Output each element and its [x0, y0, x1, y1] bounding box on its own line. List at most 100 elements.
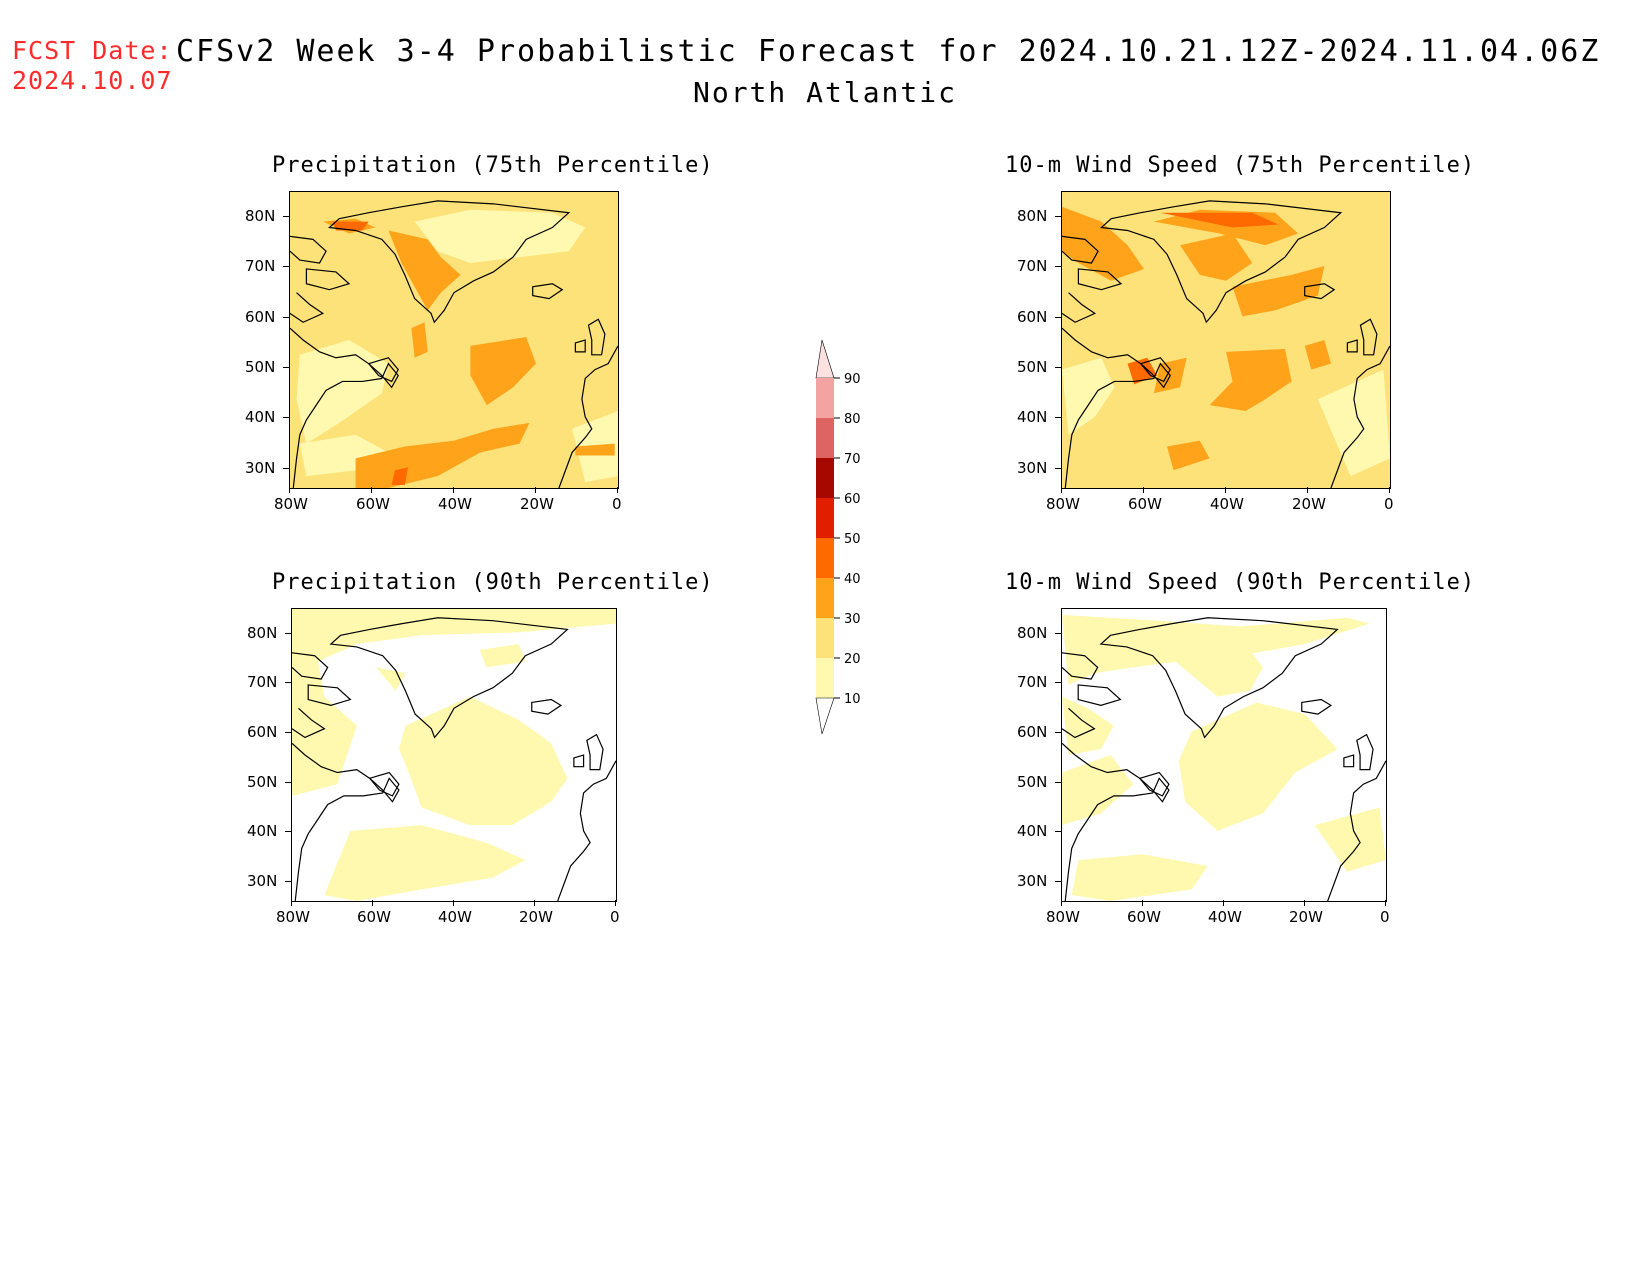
- contour-region: [1209, 348, 1292, 412]
- lon-tick: [289, 487, 290, 493]
- lon-label: 20W: [1292, 495, 1326, 513]
- colorbar-segment: [816, 418, 834, 458]
- colorbar-label: 80: [844, 412, 861, 427]
- contour-region: [470, 337, 536, 406]
- lat-label: 40N: [1017, 822, 1048, 841]
- coastline: [587, 735, 603, 770]
- contour-region: [479, 644, 526, 668]
- lon-label: 80W: [274, 495, 308, 513]
- coastline: [533, 284, 563, 299]
- lat-label: 30N: [247, 872, 278, 891]
- lon-tick: [1385, 900, 1386, 906]
- lat-tick: [1055, 316, 1061, 318]
- contour-region: [1127, 357, 1158, 385]
- lat-label: 60N: [1017, 723, 1048, 742]
- contour-region: [1178, 702, 1338, 831]
- lat-label: 70N: [1017, 257, 1048, 276]
- lon-tick: [453, 900, 454, 906]
- coastline: [1062, 236, 1098, 263]
- lon-label: 0: [612, 495, 622, 513]
- lat-label: 70N: [247, 673, 278, 692]
- lon-tick: [615, 900, 616, 906]
- region-title: North Atlantic: [692, 76, 957, 109]
- lat-label: 60N: [247, 723, 278, 742]
- contour-region: [1062, 357, 1115, 435]
- lat-label: 80N: [247, 623, 278, 642]
- contour-region: [388, 230, 461, 311]
- lon-tick: [1143, 487, 1144, 493]
- map-canvas: [1062, 192, 1390, 488]
- coastline: [329, 201, 568, 322]
- lat-tick: [285, 881, 291, 883]
- lon-tick: [1304, 900, 1305, 906]
- lon-tick: [453, 487, 454, 493]
- lat-label: 50N: [245, 358, 276, 377]
- lon-label: 60W: [356, 495, 390, 513]
- lon-tick: [372, 900, 373, 906]
- map-canvas: [292, 609, 616, 901]
- lat-tick: [283, 266, 289, 268]
- lon-tick: [1223, 900, 1224, 906]
- lat-tick: [1055, 266, 1061, 268]
- contour-region: [1175, 638, 1263, 697]
- lat-label: 70N: [1017, 673, 1048, 692]
- lon-tick: [1061, 900, 1062, 906]
- coastline: [1302, 700, 1331, 715]
- lon-label: 40W: [438, 495, 472, 513]
- lat-label: 80N: [245, 207, 276, 226]
- lat-tick: [283, 367, 289, 369]
- lon-tick: [534, 900, 535, 906]
- colorbar-label: 60: [844, 492, 861, 507]
- map-precip90: [291, 608, 617, 902]
- contour-region: [1232, 266, 1325, 317]
- colorbar-segment: [816, 658, 834, 698]
- lat-tick: [285, 831, 291, 833]
- lon-label: 60W: [1128, 495, 1162, 513]
- lat-tick: [283, 417, 289, 419]
- contour-region: [1062, 221, 1079, 252]
- lat-tick: [1055, 682, 1061, 684]
- colorbar-segment: [816, 578, 834, 618]
- lat-tick: [1055, 881, 1061, 883]
- lon-tick: [617, 487, 618, 493]
- map-canvas: [1062, 609, 1386, 901]
- lon-label: 20W: [519, 908, 553, 926]
- colorbar-segment: [816, 498, 834, 538]
- lat-tick: [1055, 781, 1061, 783]
- contour-region: [411, 322, 428, 358]
- lat-tick: [285, 632, 291, 634]
- lat-label: 30N: [1017, 872, 1048, 891]
- coastline: [1062, 708, 1094, 737]
- coastline: [1347, 340, 1357, 352]
- contour-region: [1062, 696, 1114, 755]
- lon-label: 40W: [1208, 908, 1242, 926]
- contour-region: [1062, 755, 1134, 826]
- coastline: [1078, 269, 1121, 290]
- coastline: [1078, 685, 1120, 705]
- coastline: [559, 346, 618, 488]
- forecast-date-value: 2024.10.07: [12, 66, 173, 95]
- coastline: [1101, 201, 1340, 322]
- contour-region: [1304, 340, 1331, 370]
- coastline: [292, 708, 324, 737]
- contour-region: [324, 825, 526, 901]
- contour-region: [1180, 233, 1253, 281]
- lat-tick: [283, 216, 289, 218]
- lon-tick: [1142, 900, 1143, 906]
- lat-tick: [1055, 417, 1061, 419]
- lon-label: 40W: [438, 908, 472, 926]
- contour-region: [414, 209, 586, 264]
- page-title: CFSv2 Week 3-4 Probabilistic Forecast fo…: [176, 34, 1601, 69]
- coastline: [1101, 618, 1338, 738]
- colorbar-segment: [816, 618, 834, 658]
- coastline: [588, 319, 604, 355]
- lat-label: 30N: [1017, 458, 1048, 477]
- coastline: [290, 293, 323, 323]
- coastline: [1141, 358, 1171, 382]
- lon-tick: [1307, 487, 1308, 493]
- contour-region: [1317, 369, 1390, 477]
- panel-title-precip75: Precipitation (75th Percentile): [272, 153, 714, 178]
- colorbar-segment: [816, 378, 834, 418]
- lat-tick: [283, 316, 289, 318]
- colorbar-label: 20: [844, 652, 861, 667]
